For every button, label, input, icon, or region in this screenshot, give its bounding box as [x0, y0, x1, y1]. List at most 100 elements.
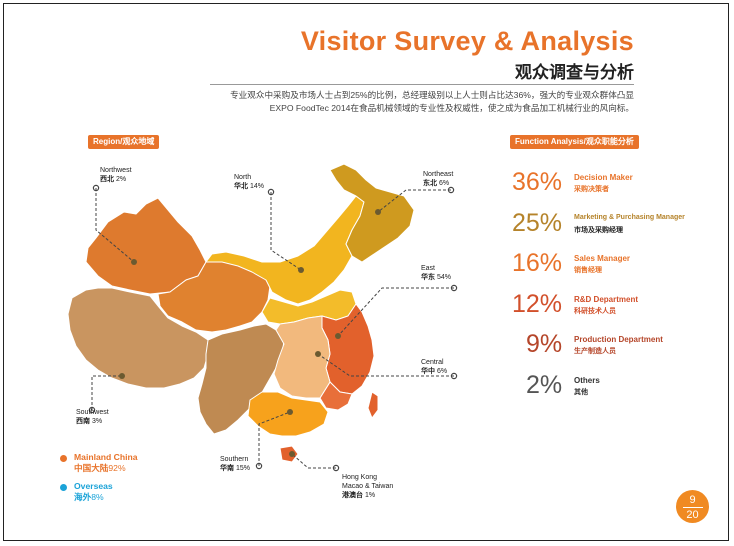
legend-mainland-cn: 中国大陆: [74, 463, 109, 473]
intro-text: 专业观众中采购及市场人士占到25%的比例，总经理级别以上人士则占比达36%，强大…: [194, 89, 634, 115]
marker-central-dot: [315, 351, 321, 357]
function-en-sales: Sales Manager: [574, 254, 631, 263]
leader-north: [270, 192, 302, 271]
label-hk: Hong Kong Macao & Taiwan 港澳台 1%: [342, 473, 393, 500]
function-row-marketing: 25% Marketing & Purchasing Manager 市场及采购…: [512, 208, 712, 248]
label-east-cn: 华东: [421, 274, 435, 281]
function-pct-rd: 12%: [512, 290, 563, 318]
leader-southwest: [91, 375, 122, 410]
legend-mainland-pct: 92%: [108, 463, 126, 473]
function-heading: Function Analysis/观众职能分析: [510, 135, 639, 149]
label-east: East 华东 54%: [421, 264, 451, 282]
marker-northwest-dot: [131, 259, 137, 265]
marker-southern-end: [255, 462, 263, 470]
label-central-en: Central: [421, 359, 444, 366]
legend-mainland: Mainland China 中国大陆92%: [74, 452, 138, 474]
label-hk-en2: Macao & Taiwan: [342, 483, 394, 490]
function-pct-decision-maker: 36%: [512, 168, 563, 196]
marker-hk-dot: [289, 451, 295, 457]
label-east-pct: 54%: [436, 274, 451, 281]
page-number-badge: 9 20: [676, 490, 709, 523]
label-southwest-cn: 西南: [76, 418, 90, 425]
leader-northwest: [95, 188, 135, 263]
marker-southwest-dot: [119, 373, 125, 379]
label-northwest-cn: 西北: [100, 176, 114, 183]
marker-north-dot: [298, 267, 304, 273]
function-pct-sales: 16%: [512, 249, 563, 277]
function-cn-sales: 销售经理: [574, 267, 602, 274]
function-en-decision-maker: Decision Maker: [574, 173, 633, 182]
page-current: 9: [689, 494, 696, 506]
leader-east: [337, 287, 454, 337]
marker-northeast-dot: [375, 209, 381, 215]
label-hk-cn: 港澳台: [342, 492, 363, 499]
function-cn-rd: 科研技术人员: [574, 308, 616, 315]
legend-mainland-en: Mainland China: [74, 452, 138, 462]
label-central-pct: 6%: [436, 368, 448, 375]
marker-hk-end: [332, 464, 340, 472]
marker-northeast-end: [447, 186, 455, 194]
label-north-cn: 华北: [234, 183, 248, 190]
function-row-sales: 16% Sales Manager 销售经理: [512, 248, 712, 288]
legend-overseas: Overseas 海外8%: [74, 481, 113, 503]
label-northwest: Northwest 西北 2%: [100, 166, 132, 184]
title-divider: [210, 84, 634, 85]
function-en-rd: R&D Department: [574, 295, 639, 304]
label-northwest-en: Northwest: [100, 167, 132, 174]
label-east-en: East: [421, 265, 436, 272]
label-southern-en: Southern: [220, 456, 249, 463]
label-southern-cn: 华南: [220, 465, 234, 472]
map-regions: [67, 163, 415, 463]
label-hk-en: Hong Kong: [342, 474, 378, 481]
leader-southern: [258, 411, 291, 466]
label-southwest: Southwest 西南 3%: [76, 408, 109, 426]
intro-line-1: 专业观众中采购及市场人士占到25%的比例，总经理级别以上人士则占比达36%，强大…: [230, 90, 634, 100]
legend-mainland-dot: [60, 455, 67, 462]
function-row-others: 2% Others 其他: [512, 370, 712, 410]
legend-overseas-cn: 海外: [74, 492, 92, 502]
label-central: Central 华中 6%: [421, 358, 447, 376]
label-hk-pct: 1%: [364, 492, 376, 499]
legend-overseas-pct: 8%: [91, 492, 104, 502]
label-southwest-pct: 3%: [91, 418, 103, 425]
function-row-production: 9% Production Department 生产制造人员: [512, 329, 712, 369]
function-pct-marketing: 25%: [512, 209, 563, 237]
label-northeast: Northeast 东北 6%: [423, 170, 453, 188]
function-row-decision-maker: 36% Decision Maker 采购决策者: [512, 167, 712, 207]
marker-east-dot: [335, 333, 341, 339]
function-cn-production: 生产制造人员: [574, 348, 616, 355]
label-north-en: North: [234, 174, 252, 181]
page-number-divider: [682, 507, 703, 508]
label-northeast-cn: 东北: [423, 180, 437, 187]
marker-north-end: [267, 188, 275, 196]
function-en-production: Production Department: [574, 335, 663, 344]
page-subtitle: 观众调查与分析: [515, 63, 634, 82]
label-north: North 华北 14%: [234, 173, 264, 191]
label-southwest-en: Southwest: [76, 409, 109, 416]
legend-overseas-en: Overseas: [74, 481, 113, 491]
label-north-pct: 14%: [249, 183, 264, 190]
region-northeast-shape: [329, 163, 415, 263]
region-southwest-shape: [67, 287, 209, 389]
label-northeast-en: Northeast: [423, 171, 454, 178]
leader-hk: [291, 453, 336, 469]
region-taiwan-shape: [367, 391, 379, 419]
intro-line-2: EXPO FoodTec 2014在食品机械领域的专业性及权威性，使之成为食品加…: [269, 103, 634, 113]
function-en-marketing: Marketing & Purchasing Manager: [574, 214, 685, 221]
leader-northeast: [377, 189, 451, 213]
region-heading: Region/观众地域: [88, 135, 160, 149]
region-central-shape: [273, 315, 331, 399]
marker-east-end: [450, 284, 458, 292]
function-pct-others: 2%: [526, 371, 563, 399]
page-total: 20: [686, 509, 699, 521]
label-northwest-pct: 2%: [115, 176, 127, 183]
marker-central-end: [450, 372, 458, 380]
function-en-others: Others: [574, 376, 600, 385]
page-frame: [3, 3, 729, 541]
function-row-rd: 12% R&D Department 科研技术人员: [512, 289, 712, 329]
function-cn-decision-maker: 采购决策者: [574, 186, 609, 193]
function-cn-marketing: 市场及采购经理: [574, 227, 623, 234]
function-cn-others: 其他: [574, 389, 588, 396]
label-northeast-pct: 6%: [438, 180, 450, 187]
